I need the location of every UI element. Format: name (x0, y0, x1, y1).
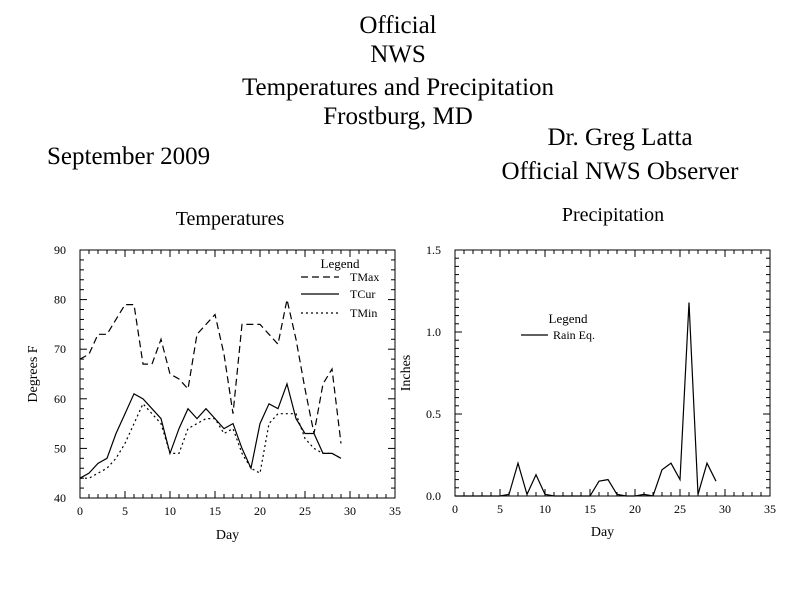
header-subtitle: Temperatures and Precipitation (241, 74, 555, 101)
temperatures-x-tick-label: 15 (209, 504, 221, 518)
temperatures-title: Temperatures (176, 208, 285, 230)
header-nws: NWS (370, 41, 426, 68)
precipitation-x-tick-label: 35 (764, 502, 776, 516)
precipitation-x-tick-label: 25 (674, 502, 686, 516)
precipitation-x-tick-label: 10 (539, 502, 551, 516)
precipitation-legend-label: Rain Eq. (553, 328, 595, 342)
precipitation-legend-title: Legend (549, 311, 588, 326)
precipitation-y-tick-label: 0.5 (426, 407, 441, 421)
temperatures-x-tick-label: 35 (389, 504, 401, 518)
temperatures-legend-label: TMax (350, 270, 379, 284)
temperatures-y-tick-label: 90 (54, 243, 66, 257)
temperatures-y-tick-label: 70 (54, 342, 66, 356)
temperatures-x-tick-label: 5 (122, 504, 128, 518)
header-official: Official (359, 12, 437, 39)
precipitation-x-axis-label: Day (591, 525, 614, 540)
temperatures-legend-label: TMin (350, 306, 377, 320)
temperatures-legend-title: Legend (321, 256, 360, 271)
observer-name: Dr. Greg Latta (547, 124, 693, 151)
temperatures-y-axis-label: Degrees F (26, 345, 41, 402)
temperatures-x-tick-label: 25 (299, 504, 311, 518)
precipitation-x-tick-label: 0 (452, 502, 458, 516)
temperatures-y-tick-label: 40 (54, 491, 66, 505)
temperatures-series-line-tcur (79, 381, 342, 479)
temperatures-x-axis-label: Day (216, 528, 239, 543)
precipitation-y-tick-label: 0.0 (426, 489, 441, 503)
precipitation-x-tick-label: 20 (629, 502, 641, 516)
precipitation-plot-frame (454, 249, 771, 497)
temperatures-plot-frame (79, 249, 396, 499)
header-location: Frostburg, MD (323, 103, 473, 130)
temperatures-y-tick-label: 50 (54, 441, 66, 455)
temperatures-x-tick-label: 10 (164, 504, 176, 518)
temperatures-legend-label: TCur (350, 287, 375, 301)
temperatures-x-tick-label: 30 (344, 504, 356, 518)
month-label: September 2009 (47, 143, 211, 170)
observer-role: Official NWS Observer (501, 158, 739, 185)
precipitation-x-tick-label: 5 (497, 502, 503, 516)
temperatures-series-line-tmin (80, 402, 342, 479)
precipitation-y-tick-label: 1.0 (426, 325, 441, 339)
temperatures-x-tick-label: 20 (254, 504, 266, 518)
temperatures-y-tick-label: 80 (54, 293, 66, 307)
precipitation-x-tick-label: 30 (719, 502, 731, 516)
precipitation-x-tick-label: 15 (584, 502, 596, 516)
precipitation-series-line-rain-eq (455, 302, 717, 497)
precipitation-y-tick-label: 1.5 (426, 243, 441, 257)
precipitation-y-axis-label: Inches (399, 355, 414, 392)
temperatures-series-line-tmax (79, 299, 342, 444)
precipitation-title: Precipitation (562, 204, 664, 226)
temperatures-x-tick-label: 0 (77, 504, 83, 518)
temperatures-y-tick-label: 60 (54, 392, 66, 406)
